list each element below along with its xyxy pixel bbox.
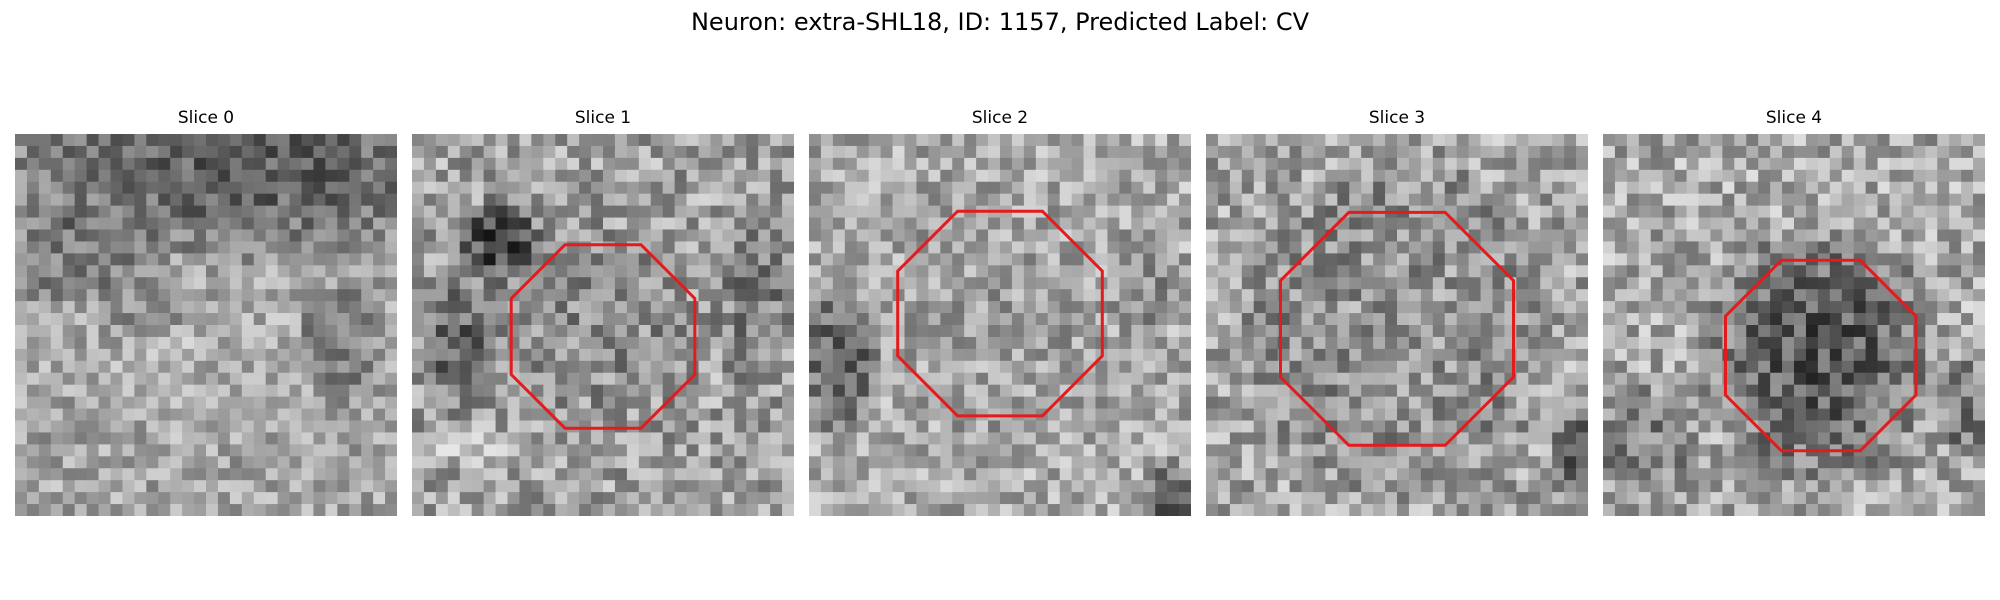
pixel-grid [15,134,397,516]
pixel-grid [809,134,1191,516]
figure-title: Neuron: extra-SHL18, ID: 1157, Predicted… [690,8,1310,36]
slice-image [1206,134,1588,516]
slice-title: Slice 1 [574,108,632,128]
slice-title: Slice 3 [1368,108,1426,128]
slice-title: Slice 4 [1765,108,1823,128]
slice-image [1603,134,1985,516]
slice-image [15,134,397,516]
roi-contour [896,209,1104,418]
slice-image [412,134,794,516]
pixel-grid [1603,134,1985,516]
slice-title: Slice 0 [177,108,235,128]
pixel-grid [1206,134,1588,516]
roi-contour [1724,258,1918,453]
roi-contour [1279,210,1515,447]
pixel-grid [412,134,794,516]
roi-contour [509,243,697,430]
slice-title: Slice 2 [971,108,1029,128]
slice-image [809,134,1191,516]
